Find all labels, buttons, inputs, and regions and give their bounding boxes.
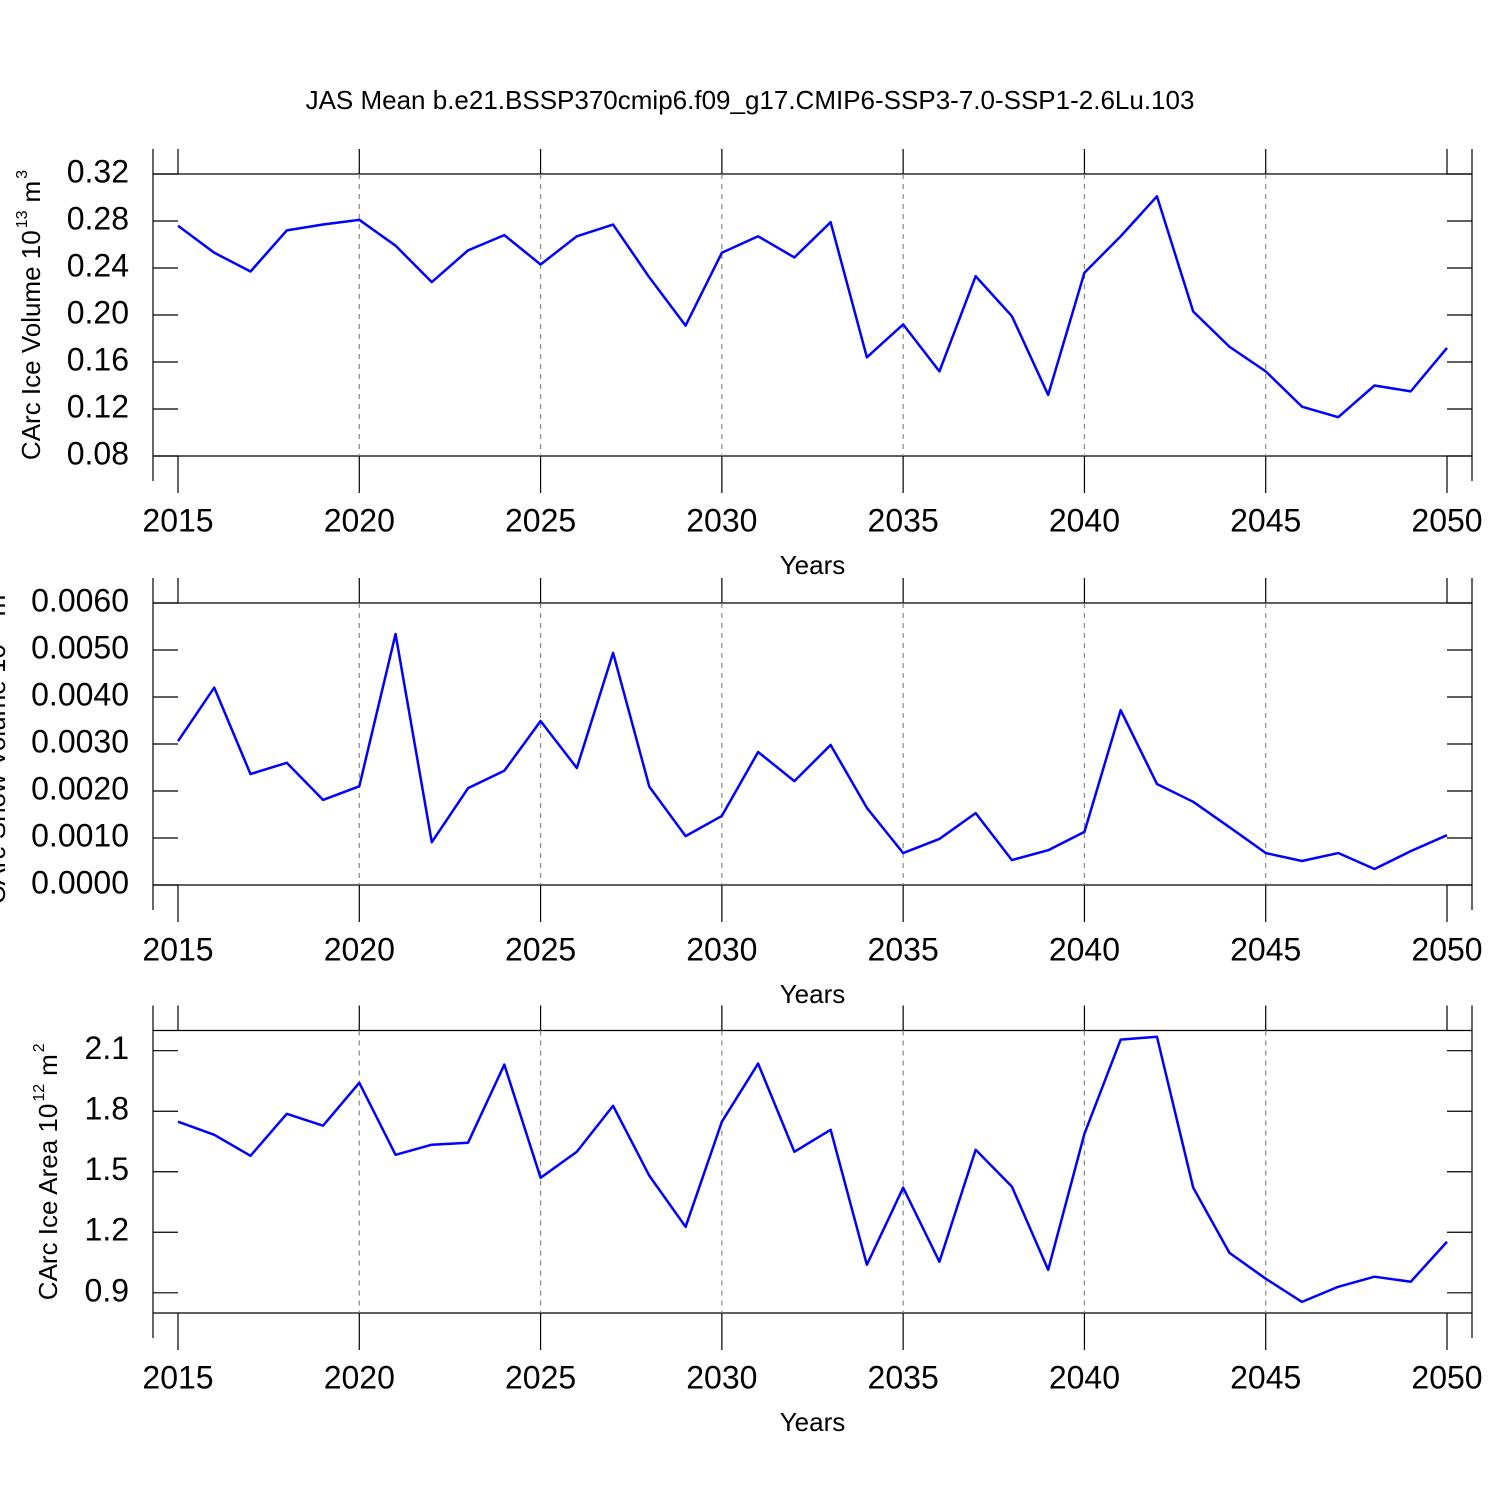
x-tick-label: 2020 bbox=[324, 931, 395, 967]
x-tick-label: 2020 bbox=[324, 502, 395, 538]
x-tick-label: 2045 bbox=[1230, 931, 1301, 967]
y-label-unit: m bbox=[33, 1054, 63, 1076]
y-tick-label: 0.0000 bbox=[31, 864, 129, 900]
x-tick-label: 2050 bbox=[1411, 931, 1482, 967]
x-tick-label: 2030 bbox=[686, 931, 757, 967]
x-tick-label: 2035 bbox=[868, 502, 939, 538]
y-label-text: CArc Snow Volume 10 bbox=[0, 644, 11, 904]
panel: 2015 2020 2025 2030 2035 2040 2045 2050 0.08 0.12… bbox=[14, 149, 1483, 580]
y-tick-label: 0.0050 bbox=[31, 629, 129, 665]
y-tick-label: 0.0030 bbox=[31, 723, 129, 759]
y-tick-label: 0.12 bbox=[67, 388, 129, 424]
data-line bbox=[176, 632, 1448, 871]
x-tick-label: 2045 bbox=[1230, 1359, 1301, 1395]
y-label-unit-exponent: 2 bbox=[31, 1043, 48, 1052]
x-tick-label: 2015 bbox=[142, 931, 213, 967]
y-label-unit: m bbox=[0, 595, 11, 617]
y-axis-label: CArc Ice Volume 10 13 m 3 bbox=[14, 170, 46, 460]
panel: 2015 2020 2025 2030 2035 2040 2045 2050 0.0000 0.… bbox=[0, 578, 1483, 1009]
y-tick-label: 0.16 bbox=[67, 341, 129, 377]
panel: 2015 2020 2025 2030 2035 2040 2045 2050 0.9 1.2 1.… bbox=[31, 1005, 1483, 1437]
y-tick-label: 1.5 bbox=[85, 1151, 129, 1187]
y-tick-label: 0.24 bbox=[67, 247, 129, 283]
y-tick-label: 0.32 bbox=[67, 153, 129, 189]
y-axis-label-group: CArc Snow Volume 1013m3 bbox=[0, 584, 11, 905]
x-tick-label: 2015 bbox=[142, 502, 213, 538]
y-tick-label: 0.08 bbox=[67, 435, 129, 471]
y-label-unit-exponent: 3 bbox=[14, 170, 31, 179]
y-tick-label: 0.28 bbox=[67, 200, 129, 236]
data-line bbox=[177, 1035, 1448, 1304]
x-axis-label: Years bbox=[780, 1407, 846, 1437]
x-tick-label: 2035 bbox=[868, 931, 939, 967]
y-axis-label: CArc Ice Area 10 12 m 2 bbox=[31, 1043, 63, 1300]
y-label-text: CArc Ice Area 10 bbox=[33, 1104, 63, 1301]
y-axis-label: CArc Snow Volume 1013m3 bbox=[0, 584, 11, 905]
x-tick-label: 2040 bbox=[1049, 931, 1120, 967]
y-tick-label: 0.0040 bbox=[31, 676, 129, 712]
x-tick-label: 2050 bbox=[1411, 502, 1482, 538]
x-axis-label: Years bbox=[780, 979, 846, 1009]
y-label-unit: m bbox=[16, 181, 46, 203]
y-tick-label: 0.9 bbox=[85, 1272, 129, 1308]
x-tick-label: 2030 bbox=[686, 502, 757, 538]
y-tick-label: 1.2 bbox=[85, 1212, 129, 1248]
y-tick-label: 2.1 bbox=[85, 1030, 129, 1066]
x-tick-label: 2015 bbox=[142, 1359, 213, 1395]
y-label-exponent: 13 bbox=[14, 210, 31, 228]
figure-title: JAS Mean b.e21.BSSP370cmip6.f09_g17.CMIP… bbox=[306, 85, 1195, 115]
y-tick-label: 0.20 bbox=[67, 294, 129, 330]
x-axis-label: Years bbox=[780, 550, 846, 580]
y-tick-label: 0.0060 bbox=[31, 582, 129, 618]
x-tick-label: 2025 bbox=[505, 502, 576, 538]
x-tick-label: 2025 bbox=[505, 931, 576, 967]
x-tick-label: 2040 bbox=[1049, 502, 1120, 538]
x-tick-label: 2050 bbox=[1411, 1359, 1482, 1395]
y-tick-label: 0.0010 bbox=[31, 817, 129, 853]
x-tick-label: 2025 bbox=[505, 1359, 576, 1395]
y-axis-label-group: CArc Ice Area 10 12 m 2 bbox=[31, 1043, 63, 1300]
x-tick-label: 2040 bbox=[1049, 1359, 1120, 1395]
x-tick-label: 2020 bbox=[324, 1359, 395, 1395]
data-line bbox=[177, 195, 1448, 419]
y-label-text: CArc Ice Volume 10 bbox=[16, 230, 46, 460]
y-tick-label: 1.8 bbox=[85, 1091, 129, 1127]
y-axis-label-group: CArc Ice Volume 10 13 m 3 bbox=[14, 170, 46, 460]
y-label-exponent: 12 bbox=[31, 1084, 48, 1102]
y-tick-label: 0.0020 bbox=[31, 770, 129, 806]
x-tick-label: 2030 bbox=[686, 1359, 757, 1395]
x-tick-label: 2045 bbox=[1230, 502, 1301, 538]
x-tick-label: 2035 bbox=[868, 1359, 939, 1395]
